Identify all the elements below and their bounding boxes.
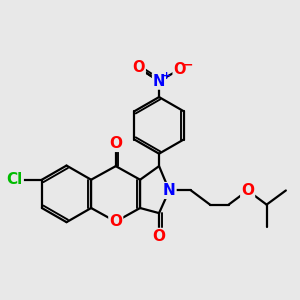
Text: Cl: Cl — [7, 172, 23, 187]
Text: −: − — [182, 58, 193, 72]
Text: O: O — [109, 214, 122, 229]
Text: O: O — [173, 62, 186, 77]
Text: O: O — [109, 136, 122, 151]
Text: +: + — [162, 70, 172, 81]
Text: O: O — [132, 60, 145, 75]
Text: O: O — [153, 229, 166, 244]
Text: N: N — [163, 183, 175, 198]
Text: N: N — [153, 74, 165, 89]
Text: O: O — [241, 183, 254, 198]
